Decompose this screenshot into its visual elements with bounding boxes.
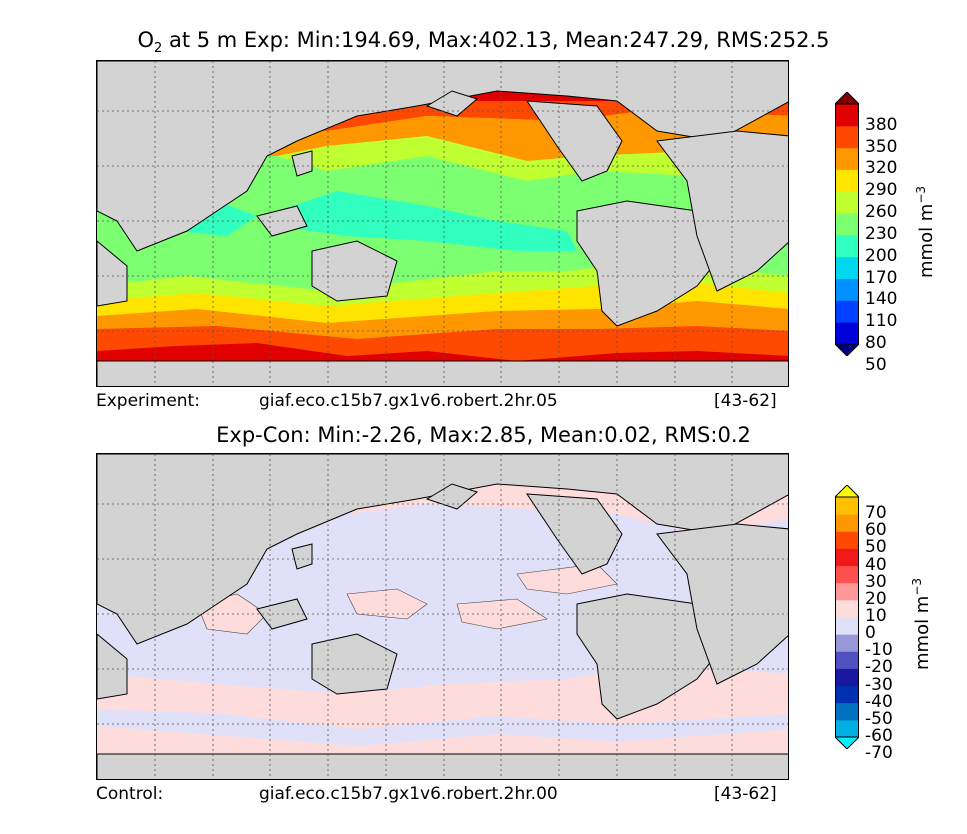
top-colorbar-tick-label: 320 <box>865 158 898 179</box>
top-panel-title: O2 at 5 m Exp: Min:194.69, Max:402.13, M… <box>0 28 967 56</box>
bottom-map-canvas <box>97 454 788 779</box>
bottom-colorbar-swatch <box>835 719 859 738</box>
bottom-footer-middle: giaf.eco.c15b7.gx1v6.robert.2hr.00 <box>259 784 558 804</box>
top-colorbar-title-exponent: −3 <box>914 185 928 204</box>
top-colorbar-extend-high <box>833 91 861 105</box>
bottom-colorbar-swatch <box>835 565 859 584</box>
bottom-colorbar-tick-label: -40 <box>865 691 893 712</box>
bottom-panel-title: Exp-Con: Min:-2.26, Max:2.85, Mean:0.02,… <box>216 423 751 447</box>
top-colorbar-swatch <box>835 191 859 214</box>
top-colorbar-tick-label: 350 <box>865 136 898 157</box>
title-species: O <box>137 28 154 52</box>
top-colorbar-tick-label: 80 <box>865 333 887 353</box>
bottom-colorbar-tick-label: -60 <box>865 726 893 746</box>
top-footer-middle: giaf.eco.c15b7.gx1v6.robert.2hr.05 <box>259 391 558 411</box>
top-colorbar-tick-label: 110 <box>865 311 898 332</box>
bottom-colorbar-tick-label: 30 <box>865 571 887 592</box>
title-rest: at 5 m Exp: Min:194.69, Max:402.13, Mean… <box>168 28 830 52</box>
top-colorbar-frame <box>835 103 859 345</box>
bottom-colorbar-extend-low <box>833 736 861 750</box>
bottom-colorbar-swatch <box>835 548 859 567</box>
top-colorbar-tick-label: 290 <box>865 180 898 201</box>
bottom-colorbar-graphic <box>833 484 861 750</box>
bottom-colorbar-title-exponent: −3 <box>910 577 924 596</box>
bottom-colorbar-title: mmol m−3 <box>910 578 933 670</box>
bottom-colorbar-swatch <box>835 651 859 669</box>
top-colorbar <box>833 91 861 357</box>
bottom-colorbar-tick-label: 70 <box>865 503 887 524</box>
top-colorbar-tick-label: 200 <box>865 245 898 266</box>
bottom-colorbar-tick-label: -70 <box>865 743 893 764</box>
bottom-colorbar-tick-label: 60 <box>865 520 887 541</box>
bottom-colorbar-tick-label: 10 <box>865 606 887 626</box>
bottom-colorbar-tick-label: 50 <box>865 537 887 558</box>
top-colorbar-swatch <box>835 234 859 258</box>
bottom-colorbar-swatch <box>835 497 859 515</box>
top-colorbar-swatch <box>835 322 859 345</box>
bottom-colorbar-swatch <box>835 668 859 687</box>
bottom-footer-left: Control: <box>96 784 164 804</box>
top-footer-right: [43-62] <box>714 391 777 411</box>
top-map-canvas <box>97 61 788 386</box>
top-colorbar-tick-label: 170 <box>865 267 898 288</box>
bottom-colorbar-tick-label: 20 <box>865 588 887 609</box>
bottom-colorbar <box>833 484 861 750</box>
bottom-colorbar-tick-label: -10 <box>865 640 893 661</box>
top-colorbar-extend-low <box>833 343 861 357</box>
top-colorbar-title: mmol m−3 <box>914 186 937 278</box>
bottom-colorbar-tick-label: -20 <box>865 657 893 678</box>
bottom-colorbar-extend-high <box>833 484 861 498</box>
top-footer-left: Experiment: <box>96 391 200 411</box>
top-colorbar-tick-label: 140 <box>865 289 898 310</box>
bottom-map <box>96 453 789 780</box>
bottom-colorbar-tick-label: 40 <box>865 554 887 575</box>
bottom-footer-right: [43-62] <box>714 784 777 804</box>
top-colorbar-swatch <box>835 125 859 149</box>
bottom-colorbar-tick-label: -30 <box>865 674 893 695</box>
bottom-colorbar-swatch <box>835 617 859 635</box>
bottom-colorbar-swatch <box>835 685 859 704</box>
bottom-colorbar-tick-label: -50 <box>865 708 893 729</box>
top-colorbar-swatch <box>835 278 859 301</box>
bottom-colorbar-title-text: mmol m <box>912 595 933 670</box>
top-colorbar-swatch <box>835 256 859 280</box>
bottom-colorbar-swatch <box>835 582 859 601</box>
bottom-colorbar-frame <box>835 496 859 738</box>
top-colorbar-swatch <box>835 147 859 170</box>
bottom-colorbar-tick-label: 0 <box>865 623 876 644</box>
top-colorbar-swatch <box>835 213 859 236</box>
top-colorbar-swatch <box>835 169 859 192</box>
top-map <box>96 60 789 387</box>
top-colorbar-tick-label: 230 <box>865 223 898 244</box>
bottom-colorbar-swatch <box>835 514 859 532</box>
top-colorbar-swatch <box>835 300 859 323</box>
title-subscript: 2 <box>153 41 163 57</box>
bottom-colorbar-swatch <box>835 599 859 618</box>
bottom-colorbar-swatch <box>835 634 859 652</box>
top-colorbar-tick-label: 260 <box>865 202 898 223</box>
top-colorbar-tick-label: 380 <box>865 114 898 135</box>
top-colorbar-graphic <box>833 91 861 357</box>
top-colorbar-swatch <box>835 104 859 127</box>
top-colorbar-title-text: mmol m <box>916 203 937 278</box>
bottom-colorbar-swatch <box>835 531 859 549</box>
bottom-colorbar-swatch <box>835 702 859 721</box>
top-colorbar-tick-label: 50 <box>865 354 887 375</box>
